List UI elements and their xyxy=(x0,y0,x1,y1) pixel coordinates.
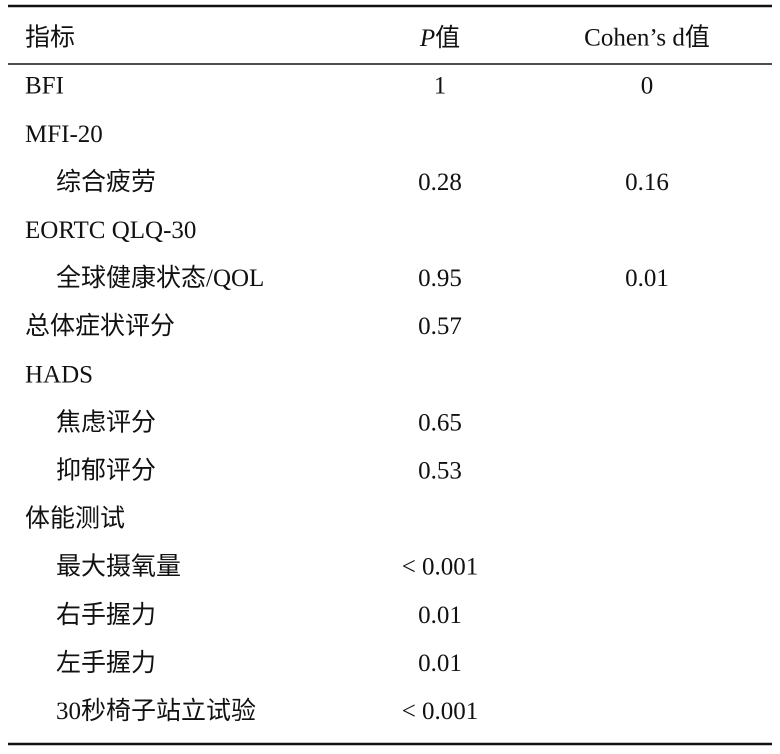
p-value: 0.28 xyxy=(418,169,462,196)
row-label: EORTC QLQ-30 xyxy=(25,217,196,244)
row-label: HADS xyxy=(25,361,93,388)
header-symbol: P xyxy=(419,25,435,52)
p-value: 0.53 xyxy=(418,458,462,485)
header-cell: P值 xyxy=(419,24,460,52)
p-value: 0.57 xyxy=(418,313,462,340)
row-label: 抑郁评分 xyxy=(56,457,156,485)
header-cell: 指标 xyxy=(25,24,75,52)
row-label: 焦虑评分 xyxy=(56,408,156,436)
d-value: 0.16 xyxy=(625,169,669,196)
p-value: < 0.001 xyxy=(402,554,479,581)
d-value: 0.01 xyxy=(625,265,669,292)
p-value: 0.95 xyxy=(418,265,462,292)
p-value: 1 xyxy=(434,73,447,100)
row-label: 左手握力 xyxy=(56,649,156,677)
row-label: MFI-20 xyxy=(25,121,103,148)
header-cell: Cohen’s d值 xyxy=(584,24,710,52)
row-label: 总体症状评分 xyxy=(25,312,175,340)
p-value: 0.01 xyxy=(418,602,462,629)
row-label: 最大摄氧量 xyxy=(56,553,181,581)
header-suffix: 值 xyxy=(435,24,460,52)
d-value: 0 xyxy=(641,73,654,100)
row-label: BFI xyxy=(25,73,64,100)
row-label: 体能测试 xyxy=(25,505,125,533)
row-label: 全球健康状态/QOL xyxy=(56,264,264,292)
row-label: 右手握力 xyxy=(56,601,156,629)
p-value: < 0.001 xyxy=(402,698,479,725)
row-label: 综合疲劳 xyxy=(56,168,156,196)
p-value: 0.65 xyxy=(418,409,462,436)
row-label: 30秒椅子站立试验 xyxy=(56,697,256,725)
p-value: 0.01 xyxy=(418,650,462,677)
